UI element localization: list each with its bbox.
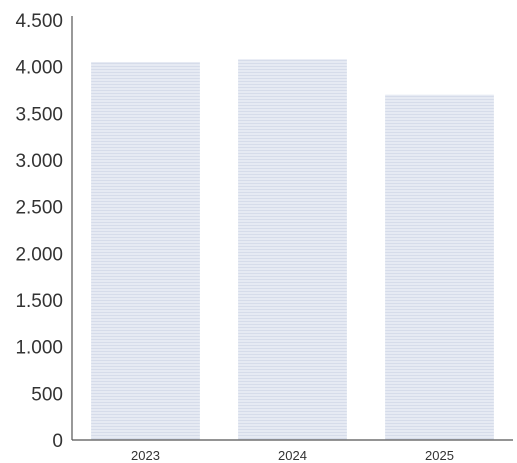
- y-tick-label: 1.500: [15, 291, 63, 312]
- x-axis-ticks: 2023 2024 2025: [131, 448, 454, 463]
- bar-2025: [385, 94, 494, 441]
- bar-2023: [91, 62, 200, 440]
- y-tick-label: 3.000: [15, 151, 63, 172]
- bars: [91, 59, 494, 441]
- y-tick-label: 1.000: [15, 338, 63, 359]
- y-tick-label: 2.500: [15, 198, 63, 219]
- y-tick-label: 4.000: [15, 58, 63, 79]
- y-tick-label: 500: [31, 384, 63, 405]
- bar-2024: [238, 59, 347, 440]
- x-tick-label: 2023: [131, 448, 160, 463]
- y-axis-ticks: 0 500 1.000 1.500 2.000 2.500 3.000 3.500 4.000 4…: [15, 11, 63, 452]
- y-tick-label: 0: [52, 431, 63, 452]
- x-tick-label: 2024: [278, 448, 307, 463]
- x-tick-label: 2025: [425, 448, 454, 463]
- y-tick-label: 3.500: [15, 104, 63, 125]
- y-tick-label: 2.000: [15, 244, 63, 265]
- y-tick-label: 4.500: [15, 11, 63, 32]
